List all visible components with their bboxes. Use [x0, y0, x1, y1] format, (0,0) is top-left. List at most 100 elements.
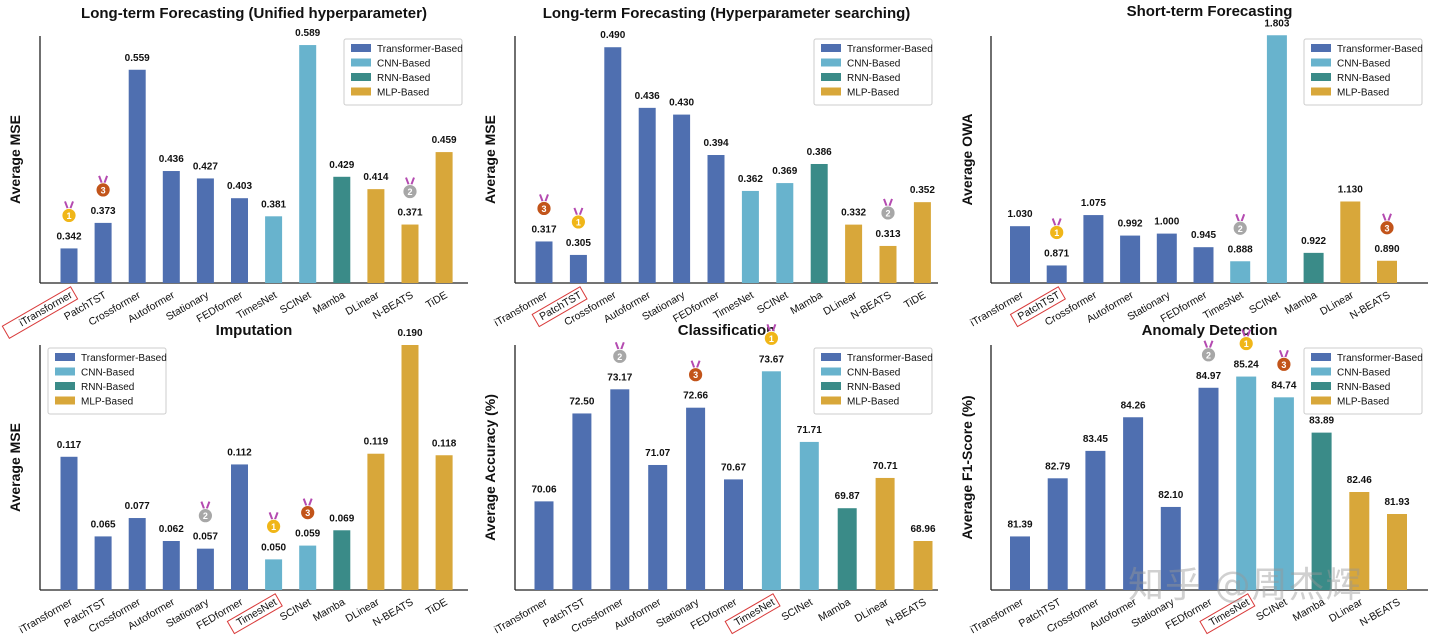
- bar-patchtst: [1047, 478, 1068, 590]
- x-tick-label: iTransformer: [492, 596, 550, 636]
- medal-1-icon: 1: [61, 201, 77, 223]
- legend-label-transformer: Transformer-Based: [377, 44, 463, 55]
- bar-crossformer: [1083, 215, 1104, 283]
- medal-disc: [764, 330, 779, 346]
- bar-patchtst: [569, 254, 587, 283]
- legend-swatch-mlp: [55, 396, 75, 405]
- medal-disc: [688, 367, 703, 383]
- legend-box: [343, 38, 463, 106]
- bar-timesnet: [265, 216, 283, 283]
- legend-label-rnn: RNN-Based: [1337, 73, 1390, 84]
- legend-label-cnn: CNN-Based: [847, 368, 900, 379]
- bar-scinet: [1266, 35, 1287, 283]
- legend-swatch-rnn: [1311, 73, 1331, 81]
- data-label: 0.992: [1118, 219, 1143, 230]
- medal-1-icon: 1: [764, 323, 779, 346]
- highlight-box: [724, 593, 781, 635]
- x-tick-label: SCINet: [278, 596, 313, 623]
- x-tick-label: Mamba: [788, 289, 824, 317]
- data-label: 0.371: [397, 208, 422, 219]
- legend-label-mlp: MLP-Based: [847, 397, 899, 408]
- legend-label-mlp: MLP-Based: [81, 397, 133, 408]
- bar-autoformer: [162, 171, 180, 283]
- legend-swatch-rnn: [1311, 382, 1331, 390]
- y-axis-label: Average MSE: [7, 423, 23, 512]
- data-label: 81.39: [1007, 519, 1032, 530]
- medal-disc: [95, 182, 111, 198]
- medal-disc: [1276, 356, 1292, 372]
- legend-label-rnn: RNN-Based: [1337, 382, 1390, 393]
- data-label: 1.030: [1007, 209, 1032, 220]
- medal-2-icon: 2: [197, 501, 213, 524]
- medal-number: 1: [1244, 339, 1249, 349]
- legend: Transformer-Based CNN-Based RNN-Based MLP-B…: [813, 38, 933, 106]
- legend-swatch-cnn: [821, 58, 841, 67]
- data-label: 68.96: [910, 524, 935, 535]
- data-label: 0.119: [364, 437, 389, 448]
- data-label: 81.93: [1384, 497, 1409, 508]
- bar-crossformer: [1085, 450, 1106, 590]
- watermark-text: 知乎 @周杰辉: [1128, 565, 1363, 606]
- bar-scinet: [776, 183, 794, 283]
- data-label: 0.118: [432, 438, 457, 449]
- medal-disc: [266, 518, 282, 534]
- bar-autoformer: [1120, 235, 1141, 283]
- data-label: 0.369: [772, 166, 797, 177]
- bar-fedformer: [707, 155, 725, 283]
- x-tick-label: iTransformer: [968, 289, 1026, 329]
- legend-label-rnn: RNN-Based: [847, 382, 900, 393]
- highlight-box: [531, 286, 588, 328]
- bar-mamba: [837, 508, 857, 590]
- y-axis-label: Average MSE: [482, 115, 498, 204]
- bar-scinet: [1273, 397, 1294, 590]
- medal-number: 3: [305, 508, 310, 518]
- data-label: 0.352: [910, 185, 935, 196]
- legend-label-rnn: RNN-Based: [81, 382, 134, 393]
- bar-tide: [913, 202, 931, 283]
- x-tick-label: SCINet: [779, 596, 814, 623]
- data-label: 0.430: [669, 98, 694, 109]
- medal-3-icon: 3: [1276, 349, 1292, 372]
- bar-crossformer: [610, 389, 630, 590]
- bar-itransformer: [535, 241, 553, 283]
- legend-box: [1303, 38, 1423, 106]
- data-label: 82.46: [1347, 475, 1372, 486]
- legend-label-mlp: MLP-Based: [1337, 88, 1389, 99]
- medal-3-icon: 3: [1379, 213, 1395, 236]
- medal-disc: [1232, 220, 1248, 236]
- chart-title: Classification: [678, 322, 776, 339]
- legend-swatch-cnn: [821, 367, 841, 376]
- x-tick-label: Mamba: [1283, 289, 1319, 317]
- bar-n-beats: [401, 345, 419, 590]
- bar-timesnet: [265, 559, 283, 590]
- bar-mamba: [1303, 252, 1324, 283]
- bar-fedformer: [231, 198, 248, 283]
- bar-n-beats: [1377, 260, 1397, 283]
- legend-swatch-transformer: [1311, 44, 1331, 52]
- data-label: 0.436: [635, 91, 660, 102]
- data-label: 0.117: [57, 440, 82, 451]
- data-label: 84.74: [1271, 380, 1296, 391]
- bar-itransformer: [1010, 226, 1030, 283]
- data-label: 0.062: [159, 524, 184, 535]
- bar-patchtst: [1046, 265, 1067, 283]
- bar-stationary: [1156, 233, 1177, 283]
- data-label: 70.06: [531, 484, 556, 495]
- bar-stationary: [196, 178, 214, 283]
- medal-disc: [1201, 347, 1216, 363]
- medal-2-icon: 2: [1201, 340, 1216, 363]
- medal-number: 3: [1281, 360, 1286, 370]
- bar-scinet: [299, 45, 317, 283]
- medal-2-icon: 2: [1232, 213, 1248, 236]
- legend-swatch-rnn: [821, 73, 841, 81]
- data-label: 0.414: [363, 172, 388, 183]
- bar-tide: [435, 455, 453, 590]
- bar-itransformer: [534, 501, 554, 590]
- y-axis-label: Average Accuracy (%): [482, 394, 498, 541]
- bar-tide: [435, 152, 453, 283]
- data-label: 0.394: [703, 138, 728, 149]
- legend-swatch-transformer: [821, 353, 841, 361]
- medal-2-icon: 2: [880, 198, 896, 221]
